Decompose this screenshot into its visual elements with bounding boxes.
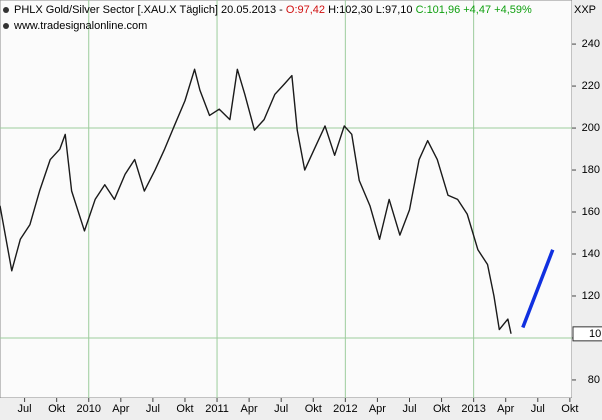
price-line (0, 68, 512, 334)
y-axis-area (572, 0, 602, 420)
high-low: H:102,30 L:97,10 (328, 4, 412, 16)
close-value: C:101,96 +4,47 +4,59% (416, 4, 532, 16)
x-tick-label: 2013 (461, 403, 485, 415)
chart-title: PHLX Gold/Silver Sector [.XAU.X Täglich]… (14, 4, 283, 16)
y-tick-label: 140 (582, 248, 600, 260)
y-tick-label: 160 (582, 206, 600, 218)
header: PHLX Gold/Silver Sector [.XAU.X Täglich]… (14, 4, 532, 16)
grid (0, 0, 572, 398)
x-tick-label: Okt (48, 403, 65, 415)
x-tick-label: Okt (176, 403, 193, 415)
y-tick-label: 120 (582, 290, 600, 302)
labels: 80100120140160180200220240JulOkt2010AprJ… (18, 38, 602, 415)
y-tick-label: 200 (582, 122, 600, 134)
x-tick-label: Jul (274, 403, 288, 415)
x-tick-label: 2012 (333, 403, 357, 415)
y-tick-label: 180 (582, 164, 600, 176)
y-tick-label: 240 (582, 38, 600, 50)
x-tick-label: Apr (112, 403, 129, 415)
x-tick-label: Jul (402, 403, 416, 415)
x-tick-label: Okt (561, 403, 578, 415)
x-tick-label: 2011 (205, 403, 229, 415)
open-value: O:97,42 (286, 4, 325, 16)
x-tick-label: 2010 (76, 403, 100, 415)
last-price-label: 101,96 (589, 328, 602, 340)
icon (3, 7, 9, 13)
last-price-box (572, 326, 602, 342)
x-tick-label: Apr (241, 403, 258, 415)
x-tick-label: Apr (369, 403, 386, 415)
subtitle: www.tradesignalonline.com (13, 20, 147, 32)
x-axis-area (0, 398, 572, 420)
axis-label: XXP (574, 4, 596, 16)
y-tick-label: 220 (582, 80, 600, 92)
marks (0, 68, 555, 334)
x-tick-label: Okt (433, 403, 450, 415)
y-tick-label: 80 (588, 374, 600, 386)
x-tick-label: Jul (146, 403, 160, 415)
x-tick-label: Jul (18, 403, 32, 415)
x-tick-label: Okt (305, 403, 322, 415)
price-line (521, 249, 555, 329)
x-tick-label: Apr (497, 403, 514, 415)
icon (3, 23, 9, 29)
x-tick-label: Jul (531, 403, 545, 415)
